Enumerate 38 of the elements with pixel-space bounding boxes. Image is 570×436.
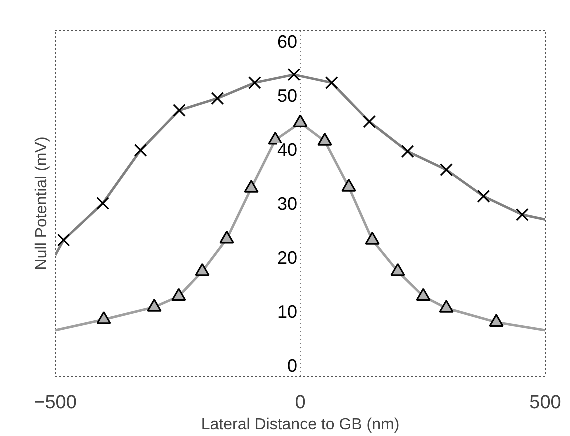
point [173, 104, 186, 117]
y-tick-label: 50 [277, 86, 298, 106]
point [288, 68, 301, 82]
point [401, 145, 414, 158]
point [477, 190, 490, 203]
point [172, 288, 186, 302]
y-tick-label: 60 [277, 32, 298, 52]
point [96, 197, 110, 210]
y-axis-title: Null Potential (mV) [34, 136, 50, 270]
point [244, 180, 259, 193]
point [134, 144, 148, 157]
point [439, 300, 454, 313]
point [489, 314, 504, 327]
point [516, 208, 529, 222]
y-tick-label: 20 [277, 248, 298, 268]
x-axis-title: Lateral Distance to GB (nm) [201, 416, 400, 434]
point [363, 115, 376, 128]
y-tick-label: 10 [277, 302, 298, 322]
point [147, 298, 162, 312]
point [416, 288, 431, 302]
y-tick-label: 40 [277, 140, 298, 160]
y-tick-label: 0 [287, 356, 298, 376]
point [440, 164, 453, 176]
point [211, 92, 224, 106]
x-tick-label: −500 [34, 392, 77, 414]
y-tick-label: 30 [277, 194, 298, 214]
point [57, 234, 70, 247]
x-tick-label: 500 [530, 392, 562, 414]
point [318, 133, 332, 146]
point [268, 132, 283, 145]
point [342, 178, 356, 192]
point [248, 76, 262, 90]
point [365, 232, 380, 245]
point [390, 263, 406, 276]
point [195, 263, 210, 276]
point [325, 76, 338, 90]
point [220, 230, 234, 244]
point [96, 311, 112, 324]
